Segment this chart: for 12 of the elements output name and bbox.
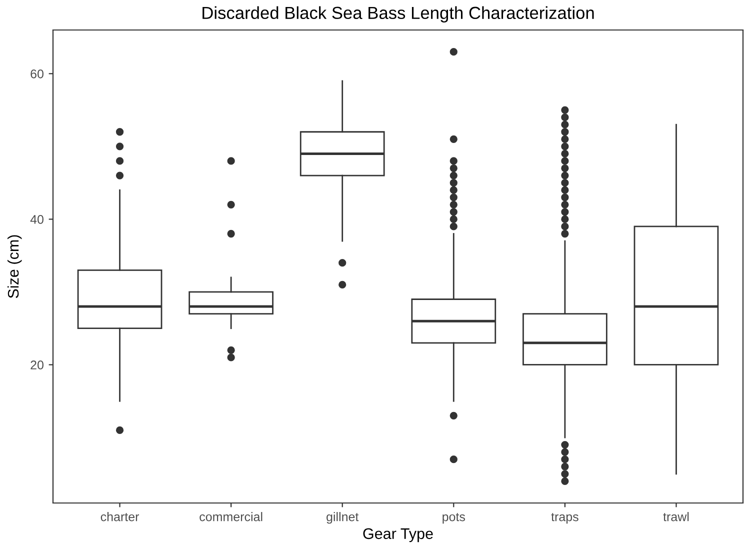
x-tick-label: commercial (200, 512, 262, 522)
x-axis-title: Gear Type (363, 528, 433, 542)
y-axis-title: Size (cm) (7, 235, 22, 298)
x-tick-label: charter (100, 512, 140, 522)
y-tick-label: 40 (30, 215, 44, 224)
chart-title: Discarded Black Sea Bass Length Characterization (202, 6, 594, 22)
x-tick-label: pots (442, 513, 466, 524)
x-tick-label: gillnet (326, 512, 359, 524)
y-tick-label: 20 (30, 360, 44, 370)
y-tick-label: 60 (30, 69, 44, 78)
x-tick-label: trawl (663, 512, 689, 522)
x-tick-label: traps (551, 513, 578, 524)
